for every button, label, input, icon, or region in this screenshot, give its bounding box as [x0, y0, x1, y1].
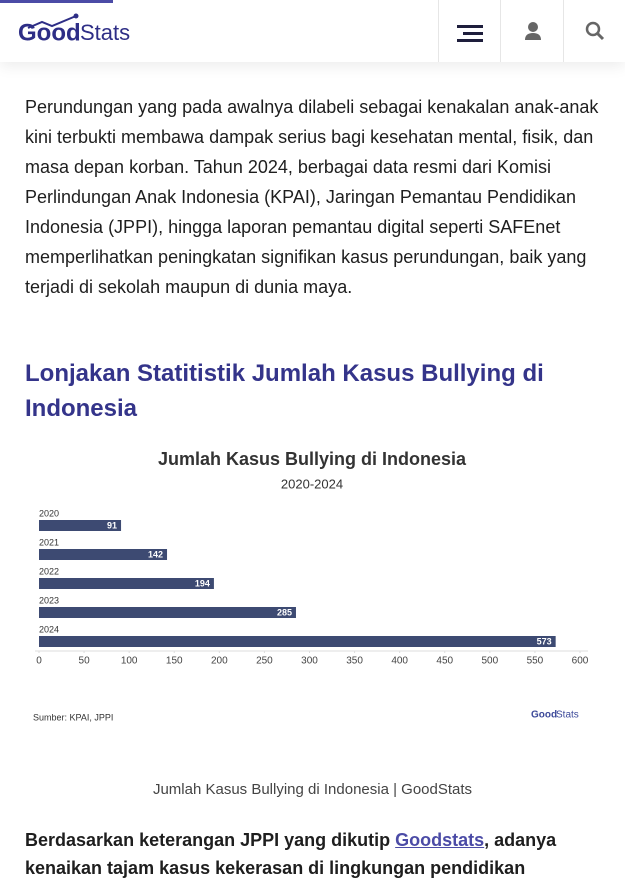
- chart-title: Jumlah Kasus Bullying di Indonesia: [158, 449, 467, 469]
- logo-good: Good: [18, 19, 81, 46]
- link[interactable]: Goodstats: [395, 830, 485, 850]
- category-label: 2024: [39, 624, 59, 634]
- chart-logo-stats: Stats: [556, 710, 579, 721]
- x-tick-label: 500: [481, 656, 498, 667]
- figure-caption: Jumlah Kasus Bullying di Indonesia | Goo…: [152, 781, 473, 798]
- logo-stats: Stats: [80, 20, 130, 45]
- value-label: 285: [277, 607, 292, 617]
- chart-source: Sumber: KPAI, JPPI: [33, 712, 113, 722]
- x-tick-label: 300: [301, 656, 318, 667]
- value-label: 573: [537, 636, 552, 646]
- paragraph: Perundungan yang pada awalnya dilabeli s…: [25, 97, 599, 297]
- logo-dot: [73, 13, 79, 19]
- bar: [39, 549, 168, 560]
- value-label: 142: [148, 549, 163, 559]
- x-tick-label: 200: [211, 656, 228, 667]
- value-label: 194: [195, 578, 210, 588]
- x-tick-label: 350: [346, 656, 363, 667]
- x-tick-label: 100: [121, 656, 138, 667]
- value-label: 91: [107, 520, 117, 530]
- chart: Jumlah Kasus Bullying di Indonesia 2020-…: [33, 449, 589, 723]
- x-tick-label: 50: [79, 656, 91, 667]
- x-tick-label: 150: [166, 656, 183, 667]
- logo-mark: [27, 15, 77, 29]
- x-tick-label: 0: [36, 656, 42, 667]
- category-label: 2023: [39, 595, 59, 605]
- category-label: 2021: [39, 537, 59, 547]
- x-tick-label: 250: [256, 656, 273, 667]
- header: Good Stats: [0, 0, 625, 62]
- bar: [39, 520, 122, 531]
- search-icon: [585, 21, 605, 41]
- user-button[interactable]: [500, 0, 563, 62]
- menu-button[interactable]: [438, 0, 501, 62]
- chart-subtitle: 2020-2024: [281, 476, 343, 491]
- menu-icon: [457, 25, 483, 42]
- x-tick-label: 550: [527, 656, 544, 667]
- search-button[interactable]: [563, 0, 625, 62]
- text: Berdasarkan keterangan JPPI yang dikutip: [25, 830, 396, 850]
- user-icon: [525, 22, 541, 40]
- bar: [39, 578, 214, 589]
- chart-logo-good: Good: [531, 710, 557, 721]
- x-tick-label: 400: [391, 656, 408, 667]
- x-tick-label: 600: [572, 656, 589, 667]
- bar: [39, 636, 556, 647]
- section-heading: Lonjakan Statitistik Jumlah Kasus Bullyi…: [25, 360, 544, 422]
- closing-paragraph: Berdasarkan keterangan JPPI yang dikutip…: [25, 826, 600, 882]
- logo[interactable]: Good Stats: [18, 12, 148, 52]
- category-label: 2020: [39, 508, 59, 518]
- bar: [39, 607, 296, 618]
- category-label: 2022: [39, 566, 59, 576]
- progress-bar: [0, 0, 113, 3]
- x-tick-label: 450: [436, 656, 453, 667]
